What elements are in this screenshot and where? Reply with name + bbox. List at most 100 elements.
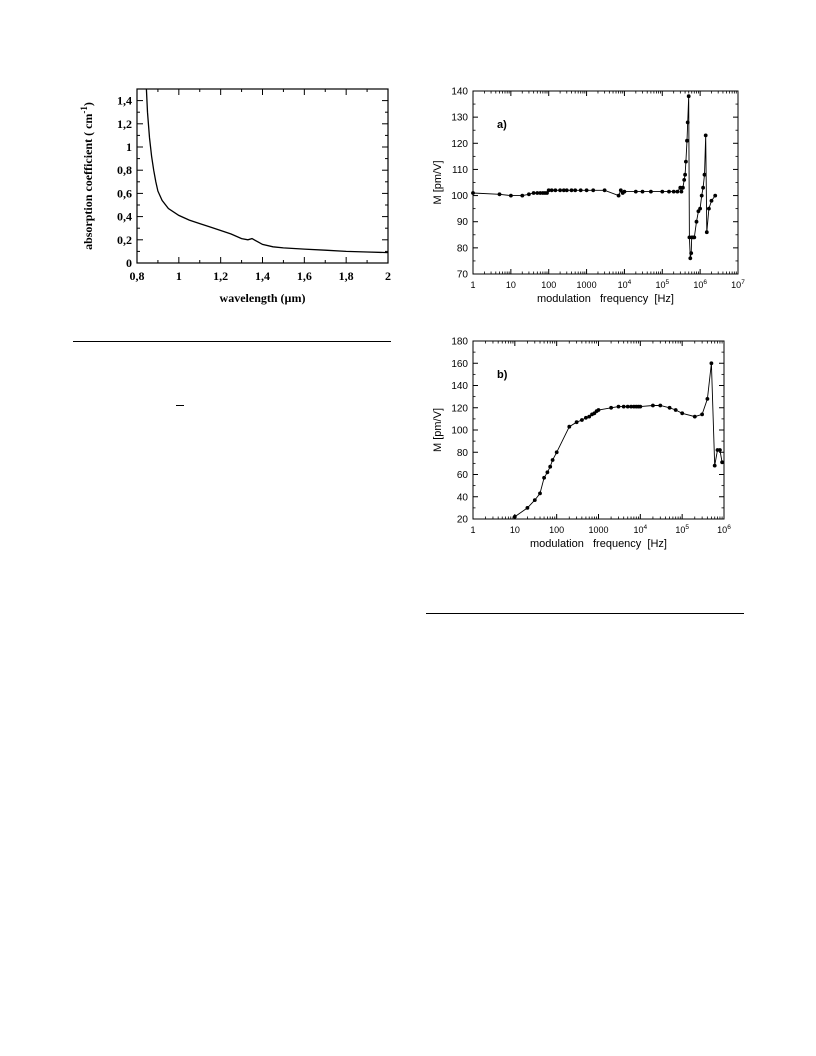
x-tick-label: 106 [693,279,707,290]
y-tick-label: 100 [451,426,468,437]
data-point [629,404,633,409]
data-point [558,188,562,193]
plot-frame [472,340,725,520]
data-point [545,191,549,195]
data-point [573,188,578,193]
data-point [703,133,708,138]
x-tick-exp: 6 [727,524,731,531]
data-point [671,189,676,194]
x-tick-label: 2 [385,269,391,283]
data-point [640,189,645,194]
data-point [616,404,621,409]
x-tick-label: 1 [470,280,475,290]
data-point [527,192,531,197]
data-point [709,198,714,203]
data-point [542,475,546,480]
x-tick-label: 1000 [588,525,608,535]
y-tick-label: 20 [457,515,469,526]
x-tick-exp: 5 [685,524,689,531]
series-line [514,363,723,518]
x-tick-base: 10 [506,280,516,290]
data-point [602,188,607,193]
x-tick-label: 0,8 [130,269,145,283]
x-tick-base: 10 [717,525,727,535]
x-tick-label: 104 [634,524,648,535]
data-point [564,188,569,193]
y-tick-label: 1,4 [117,94,132,108]
data-point [720,460,724,465]
data-point [696,209,701,214]
data-point [683,172,687,177]
data-point [686,94,691,99]
data-point [546,188,551,193]
data-point [688,256,693,261]
data-point [667,405,672,410]
data-point [689,251,694,256]
y-tick-label: 130 [451,113,468,124]
data-point [713,193,718,198]
x-tick-base: 10 [675,525,685,535]
data-point [580,418,584,422]
x-tick-label: 10 [510,525,520,535]
y-tick-label: 1 [126,140,132,154]
data-point [707,206,711,211]
data-point [561,188,566,193]
data-point [649,189,653,194]
data-point [694,219,699,224]
data-point [621,404,626,409]
data-point [550,458,555,462]
x-tick-exp: 7 [741,279,745,286]
data-point [471,191,475,195]
x-tick-base: 10 [618,280,628,290]
x-tick-label: 1,2 [213,269,228,283]
y-tick-label: 60 [457,470,469,481]
data-point [531,191,536,195]
data-point [699,193,704,198]
y-tick-label: 0,4 [117,210,132,224]
data-point [532,498,537,502]
y-tick-label: 180 [451,337,468,348]
x-tick-label: 105 [675,524,689,535]
data-point [658,403,663,408]
x-tick-label: 107 [731,279,745,290]
data-point [622,189,627,194]
x-tick-base: 1 [470,280,475,290]
x-tick-base: 1000 [588,525,608,535]
data-point [675,189,680,194]
x-tick-label: 1,6 [297,269,312,283]
x-tick-label: 1,8 [339,269,354,283]
x-tick-label: 100 [541,280,556,290]
data-point [698,206,702,211]
data-point [709,361,714,366]
data-point [685,138,689,143]
x-tick-label: 105 [655,279,669,290]
data-point [535,191,540,195]
data-point [700,412,704,417]
x-tick-base: 1000 [577,280,597,290]
data-point [692,414,697,419]
y-tick-label: 70 [457,270,469,281]
data-point [679,189,684,194]
y-axis-label-end: ) [81,102,95,106]
data-point [497,192,502,197]
data-point [705,397,710,401]
data-point [567,424,572,429]
data-point [548,464,553,469]
y-tick-label: 100 [451,191,468,202]
x-tick-base: 10 [510,525,520,535]
data-point [701,185,705,190]
y-tick-label: 0,6 [117,186,132,200]
data-point [616,193,621,198]
data-point [692,235,697,240]
y-tick-label: 90 [457,217,469,228]
x-tick-label: 1 [470,525,475,535]
data-point [578,188,583,193]
data-point [545,470,550,475]
separator-rule-right [426,613,744,614]
data-point [718,448,722,452]
y-axis-label-main: absorption coefficient ( cm [81,114,95,250]
data-point [712,463,717,468]
x-tick-base: 100 [549,525,564,535]
